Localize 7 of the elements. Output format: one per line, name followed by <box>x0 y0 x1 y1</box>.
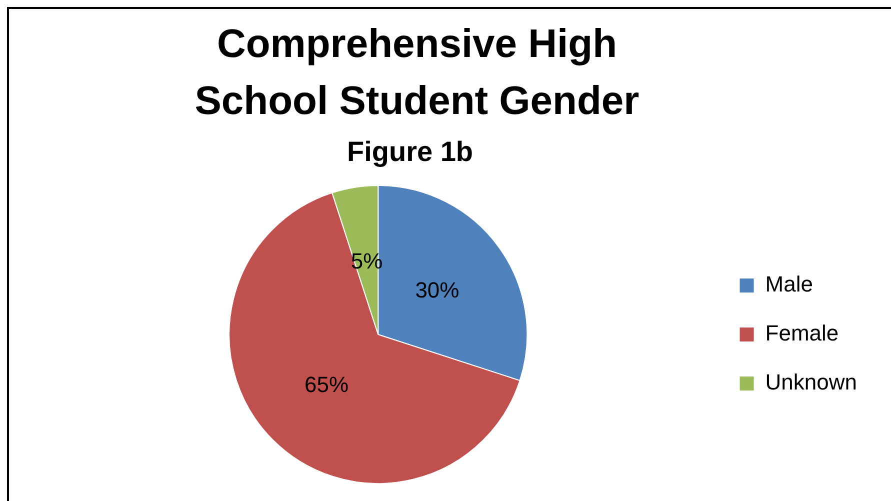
legend-label: Male <box>765 272 813 297</box>
chart-subtitle: Figure 1b <box>346 135 474 169</box>
legend-label: Female <box>765 320 839 346</box>
chart-title: Comprehensive High School Student Gender <box>194 21 640 125</box>
data-label: 65% <box>304 372 349 398</box>
data-label: 30% <box>415 278 460 303</box>
legend-label: Unknown <box>765 370 857 395</box>
